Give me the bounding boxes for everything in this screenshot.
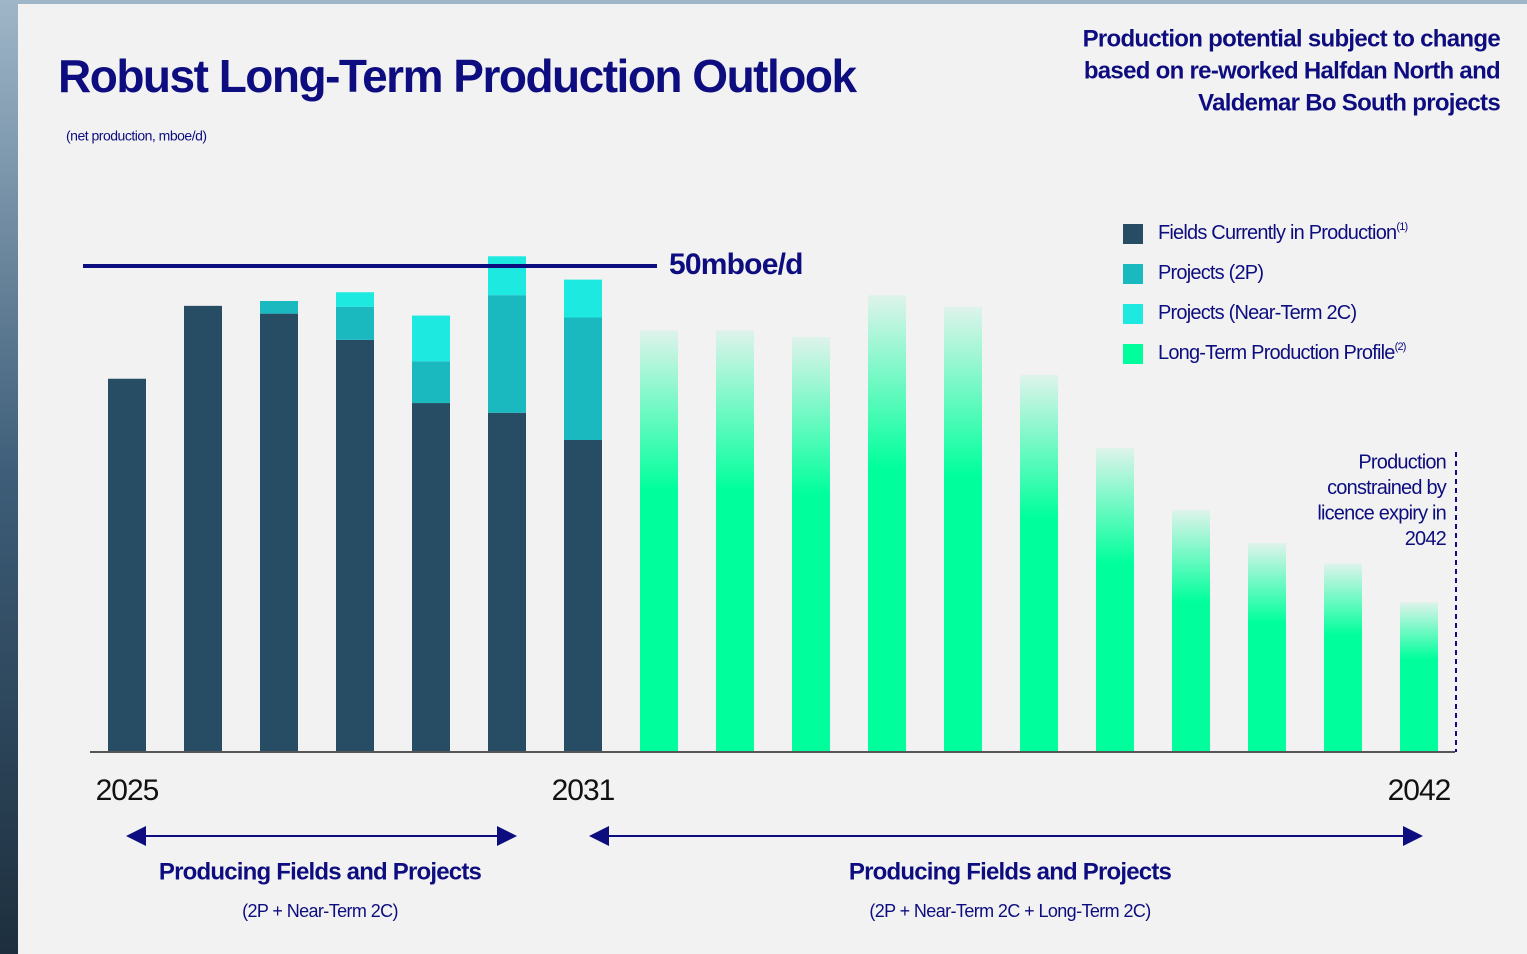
legend-footnote: (2) bbox=[1395, 341, 1406, 353]
bar-segment bbox=[1400, 602, 1438, 752]
chart-subtitle: (net production, mboe/d) bbox=[66, 128, 207, 144]
annotation-line: constrained by bbox=[1327, 477, 1447, 499]
bar-segment bbox=[336, 306, 374, 340]
annotation-line: 2042 bbox=[1405, 528, 1447, 550]
bar-segment bbox=[488, 412, 526, 752]
legend-entry: Fields Currently in Production(1) bbox=[1158, 221, 1408, 244]
note-line: based on re-worked Halfdan North and bbox=[1084, 57, 1500, 84]
legend-entry: Projects (2P) bbox=[1158, 262, 1263, 284]
bar-segment bbox=[336, 292, 374, 307]
legend-label: Fields Currently in Production bbox=[1158, 222, 1396, 244]
bar-segment bbox=[336, 339, 374, 752]
annotation-line: Production bbox=[1358, 451, 1446, 473]
bar-segment bbox=[260, 300, 298, 314]
legend-swatch bbox=[1123, 304, 1143, 324]
bar-segment bbox=[488, 256, 526, 296]
bar-segment bbox=[640, 330, 678, 752]
legend-swatch bbox=[1123, 264, 1143, 284]
period-subtitle: (2P + Near-Term 2C + Long-Term 2C) bbox=[869, 901, 1150, 921]
bar-segment bbox=[564, 317, 602, 440]
legend-entry: Projects (Near-Term 2C) bbox=[1158, 302, 1356, 324]
note-line: Production potential subject to change bbox=[1083, 25, 1501, 52]
bar-segment bbox=[412, 403, 450, 752]
legend-swatch bbox=[1123, 224, 1143, 244]
bar-segment bbox=[716, 330, 754, 752]
bar-segment bbox=[412, 361, 450, 404]
panel bbox=[18, 4, 1527, 954]
x-tick-label: 2031 bbox=[552, 774, 615, 807]
period-title: Producing Fields and Projects bbox=[159, 858, 482, 885]
bar-segment bbox=[1096, 447, 1134, 752]
legend-footnote: (1) bbox=[1396, 221, 1407, 233]
bar-segment bbox=[1248, 543, 1286, 752]
bar-segment bbox=[564, 279, 602, 318]
annotation-line: licence expiry in bbox=[1317, 502, 1446, 524]
chart-title: Robust Long-Term Production Outlook bbox=[58, 50, 857, 102]
bar-segment bbox=[1172, 509, 1210, 752]
period-subtitle: (2P + Near-Term 2C) bbox=[242, 901, 398, 921]
bar-segment bbox=[412, 315, 450, 362]
x-tick-label: 2042 bbox=[1388, 774, 1451, 807]
reference-label: 50mboe/d bbox=[669, 248, 803, 281]
bar-segment bbox=[260, 313, 298, 752]
bar-segment bbox=[1020, 374, 1058, 752]
note-line: Valdemar Bo South projects bbox=[1198, 89, 1500, 116]
x-tick-label: 2025 bbox=[96, 774, 159, 807]
plot bbox=[108, 256, 1438, 752]
legend-swatch bbox=[1123, 344, 1143, 364]
legend-entry: Long-Term Production Profile(2) bbox=[1158, 341, 1406, 364]
bar-segment bbox=[1324, 563, 1362, 752]
legend-label: Projects (Near-Term 2C) bbox=[1158, 302, 1356, 324]
bar-segment bbox=[108, 378, 146, 752]
bar-segment bbox=[564, 439, 602, 752]
legend-label: Long-Term Production Profile bbox=[1158, 342, 1395, 364]
bar-segment bbox=[792, 336, 830, 752]
bar-segment bbox=[868, 295, 906, 752]
bar-segment bbox=[944, 306, 982, 752]
bar-segment bbox=[488, 295, 526, 413]
period-title: Producing Fields and Projects bbox=[849, 858, 1172, 885]
bar-segment bbox=[184, 305, 222, 752]
legend-label: Projects (2P) bbox=[1158, 262, 1263, 284]
